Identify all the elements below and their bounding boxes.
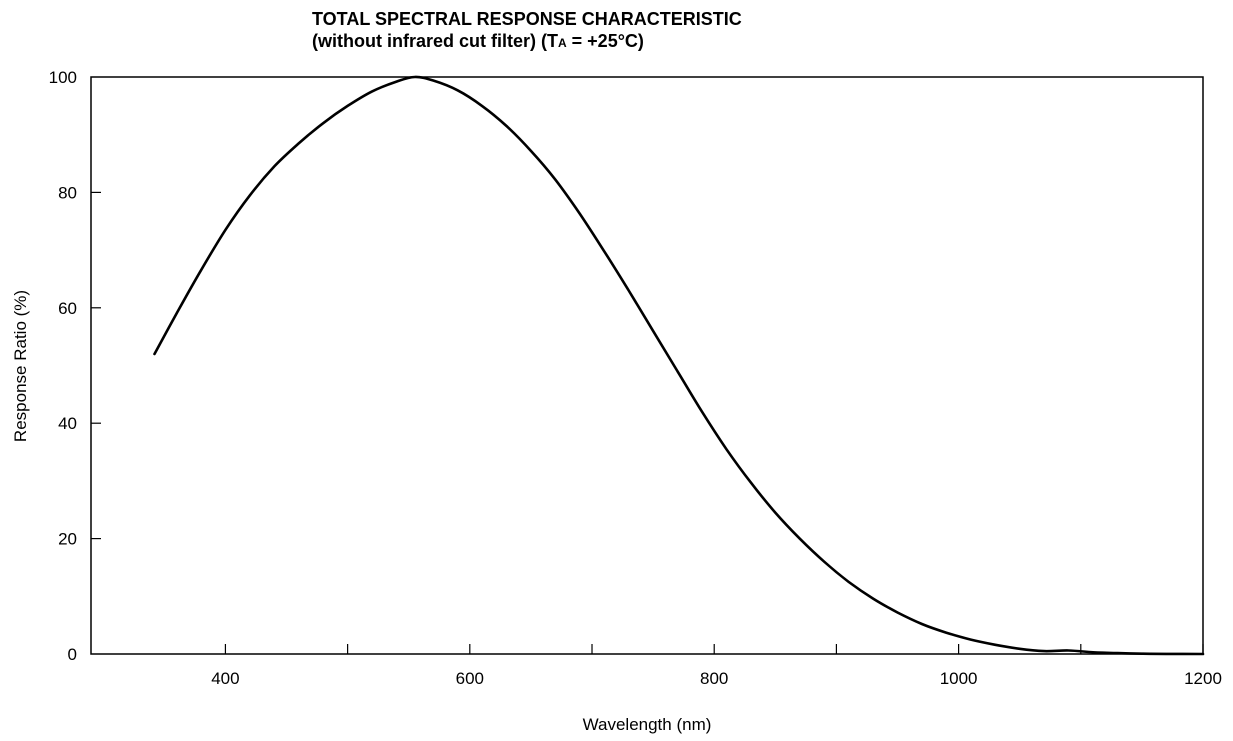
y-tick-label: 20 xyxy=(58,530,77,549)
chart-title-line1: TOTAL SPECTRAL RESPONSE CHARACTERISTIC xyxy=(312,9,742,29)
x-tick-label: 400 xyxy=(211,669,239,688)
plot-area-frame xyxy=(90,76,1204,655)
x-tick-label: 1000 xyxy=(940,669,978,688)
y-tick-label: 80 xyxy=(58,183,77,202)
chart-title: TOTAL SPECTRAL RESPONSE CHARACTERISTIC (… xyxy=(312,8,742,54)
response-curve-line xyxy=(153,75,1205,656)
y-tick-label: 60 xyxy=(58,299,77,318)
x-tick-label: 800 xyxy=(700,669,728,688)
title-line2-prefix: (without infrared cut filter) (T xyxy=(312,31,558,51)
y-tick-label: 40 xyxy=(58,414,77,433)
y-tick-label: 0 xyxy=(68,645,77,664)
x-axis-label: Wavelength (nm) xyxy=(583,715,712,734)
y-axis: 0 20 40 60 80 100 xyxy=(49,68,101,664)
x-axis: 400 600 800 1000 1200 xyxy=(211,644,1222,688)
y-tick-label: 100 xyxy=(49,68,77,87)
title-line2-suffix: = +25°C) xyxy=(566,31,644,51)
title-line2-subscript: A xyxy=(557,36,567,50)
x-tick-label: 600 xyxy=(456,669,484,688)
x-tick-label: 1200 xyxy=(1184,669,1222,688)
y-axis-label: Response Ratio (%) xyxy=(11,290,30,442)
chart-title-line2: (without infrared cut filter) (TA = +25°… xyxy=(312,30,742,54)
